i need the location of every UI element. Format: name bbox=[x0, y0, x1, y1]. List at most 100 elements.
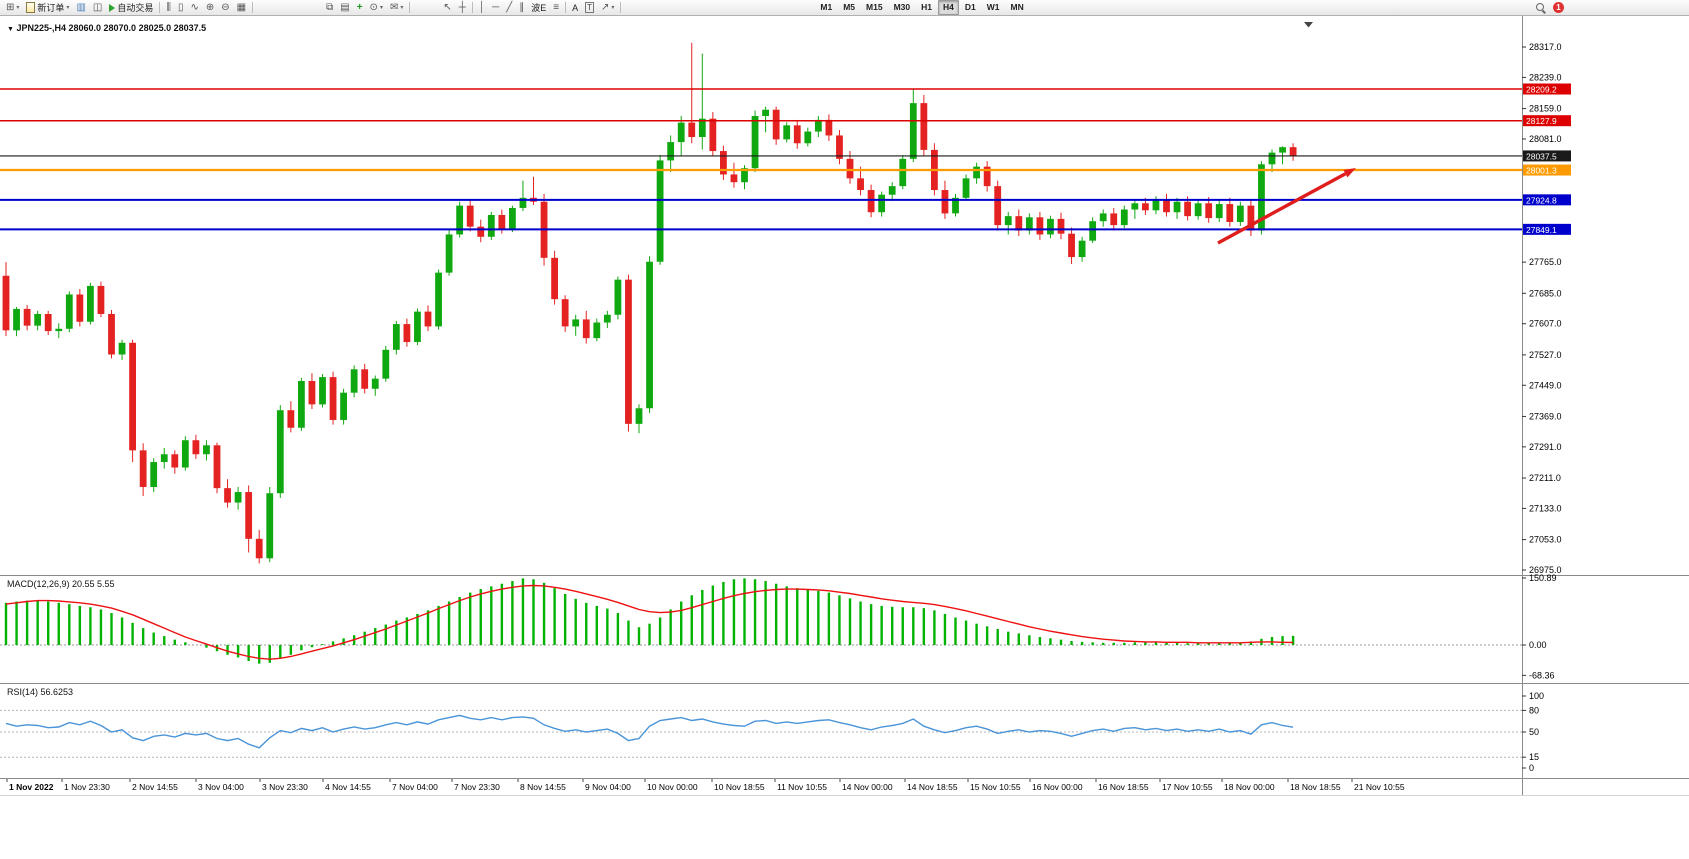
timeframe-m1-button[interactable]: M1 bbox=[820, 2, 833, 12]
profiles-button[interactable]: ▥ bbox=[73, 1, 88, 15]
timeframe-mn-button[interactable]: MN bbox=[1010, 2, 1024, 12]
candle bbox=[287, 401, 295, 433]
text-tool-button[interactable]: A bbox=[569, 1, 581, 15]
svg-text:-68.36: -68.36 bbox=[1529, 670, 1555, 680]
candle bbox=[1173, 197, 1181, 219]
svg-text:21 Nov 10:55: 21 Nov 10:55 bbox=[1354, 782, 1405, 792]
autotrading-button[interactable]: 自动交易 bbox=[106, 1, 156, 15]
candle bbox=[1078, 236, 1086, 262]
candle bbox=[308, 373, 316, 410]
candle bbox=[76, 289, 84, 327]
mail-button[interactable]: ✉ ▾ bbox=[387, 1, 406, 15]
timeframe-m5-button[interactable]: M5 bbox=[843, 2, 856, 12]
chevron-down-icon: ▾ bbox=[66, 5, 70, 11]
vertical-line-tool-button[interactable]: │ bbox=[476, 1, 488, 15]
bar-chart-button[interactable]: ⫼ bbox=[163, 1, 174, 15]
candle bbox=[97, 281, 105, 318]
candle bbox=[582, 310, 590, 344]
trend-arrow[interactable] bbox=[1217, 168, 1356, 245]
wave-tool-button[interactable]: 波E bbox=[528, 1, 549, 15]
toolbar-separator bbox=[252, 2, 254, 13]
candle bbox=[561, 295, 569, 332]
new-order-icon bbox=[26, 2, 36, 13]
svg-text:27291.0: 27291.0 bbox=[1529, 442, 1562, 452]
svg-text:100: 100 bbox=[1529, 691, 1544, 701]
crosshair-tool-button[interactable]: ┼ bbox=[456, 1, 469, 15]
panel-separators[interactable] bbox=[0, 16, 1689, 796]
candle bbox=[793, 119, 801, 149]
text-label-tool-button[interactable]: T bbox=[582, 1, 597, 15]
candle bbox=[34, 310, 42, 331]
candlestick-chart-button[interactable]: ▯ bbox=[175, 1, 187, 15]
tile-windows-icon: ▦ bbox=[236, 1, 247, 13]
macd-label: MACD(12,26,9) 20.55 5.55 bbox=[7, 579, 115, 589]
timeframe-m30-button[interactable]: M30 bbox=[893, 2, 911, 12]
svg-text:28081.0: 28081.0 bbox=[1529, 134, 1562, 144]
fibonacci-tool-button[interactable]: ≡ bbox=[550, 1, 562, 15]
candle bbox=[13, 306, 20, 337]
arrange-windows-button[interactable]: ▤ bbox=[337, 1, 352, 15]
candle bbox=[118, 339, 126, 360]
period-button[interactable]: ⊙ ▾ bbox=[367, 1, 386, 15]
tile-windows-button[interactable]: ▦ bbox=[234, 1, 249, 15]
timeframe-m15-button[interactable]: M15 bbox=[866, 2, 883, 12]
candle bbox=[1015, 209, 1023, 237]
candle bbox=[1194, 200, 1202, 220]
timeframe-w1-button[interactable]: W1 bbox=[986, 2, 1000, 12]
candle bbox=[23, 304, 31, 331]
horizontal-line-tool-button[interactable]: ─ bbox=[489, 1, 502, 15]
channel-icon: ∥ bbox=[519, 1, 525, 13]
svg-text:28209.2: 28209.2 bbox=[1526, 85, 1557, 95]
channel-tool-button[interactable]: ∥ bbox=[516, 1, 527, 15]
cascade-windows-button[interactable]: ⧉ bbox=[323, 1, 336, 15]
candle bbox=[1247, 200, 1255, 237]
svg-text:1 Nov 2022: 1 Nov 2022 bbox=[9, 782, 54, 792]
notification-badge[interactable]: 1 bbox=[1553, 2, 1564, 13]
arrows-tool-button[interactable]: ↗ ▾ bbox=[598, 1, 617, 15]
timeframe-h1-button[interactable]: H1 bbox=[921, 2, 932, 12]
candle bbox=[857, 166, 864, 196]
horizontal-lines[interactable] bbox=[0, 88, 1522, 231]
candle bbox=[1236, 201, 1244, 226]
new-chart-button[interactable]: ⊞ ▾ bbox=[3, 1, 22, 15]
svg-text:28317.0: 28317.0 bbox=[1529, 42, 1562, 52]
toolbar-separator bbox=[409, 2, 411, 13]
candle bbox=[266, 486, 274, 563]
timeframe-d1-button[interactable]: D1 bbox=[964, 2, 976, 12]
svg-text:28001.3: 28001.3 bbox=[1526, 166, 1557, 176]
candle bbox=[698, 53, 706, 150]
svg-text:15 Nov 10:55: 15 Nov 10:55 bbox=[970, 782, 1021, 792]
zoom-out-button[interactable]: ⊖ bbox=[218, 1, 232, 15]
candle bbox=[1120, 205, 1128, 229]
trendline-icon: ╱ bbox=[506, 1, 513, 13]
candle bbox=[403, 318, 411, 347]
svg-text:8 Nov 14:55: 8 Nov 14:55 bbox=[520, 782, 566, 792]
line-chart-button[interactable]: ∿ bbox=[187, 1, 201, 15]
new-order-button[interactable]: 新订单 ▾ bbox=[23, 1, 72, 15]
price-axis[interactable]: 28317.0 28239.0 28159.0 28081.0 27765.0 27685… bbox=[1522, 42, 1562, 575]
search-icon[interactable] bbox=[1536, 3, 1544, 11]
candle bbox=[519, 180, 527, 212]
timeframe-h4-button[interactable]: H4 bbox=[937, 0, 959, 15]
cursor-tool-button[interactable]: ↖ bbox=[440, 1, 454, 15]
candle bbox=[836, 130, 843, 165]
trendline-tool-button[interactable]: ╱ bbox=[503, 1, 515, 15]
candle bbox=[899, 154, 907, 190]
chevron-down-icon: ▾ bbox=[611, 5, 615, 11]
svg-text:27369.0: 27369.0 bbox=[1529, 411, 1562, 421]
candle bbox=[1268, 149, 1276, 173]
wave-tool-label: 波E bbox=[531, 3, 547, 13]
svg-text:27849.1: 27849.1 bbox=[1526, 225, 1557, 235]
time-axis[interactable]: 1 Nov 2022 1 Nov 23:30 2 Nov 14:55 3 Nov 04… bbox=[6, 779, 1405, 792]
candle bbox=[445, 229, 453, 276]
zoom-in-button[interactable]: ⊕ bbox=[203, 1, 217, 15]
add-indicator-button[interactable]: + bbox=[354, 1, 366, 15]
chart-shift-marker[interactable] bbox=[1304, 22, 1313, 28]
candle bbox=[87, 282, 94, 325]
svg-text:27133.0: 27133.0 bbox=[1529, 503, 1562, 513]
toolbar-separator bbox=[620, 2, 622, 13]
data-window-button[interactable]: ◫ bbox=[90, 1, 105, 15]
candle bbox=[783, 122, 791, 143]
chart-menu-icon[interactable]: ▼ bbox=[7, 26, 14, 33]
